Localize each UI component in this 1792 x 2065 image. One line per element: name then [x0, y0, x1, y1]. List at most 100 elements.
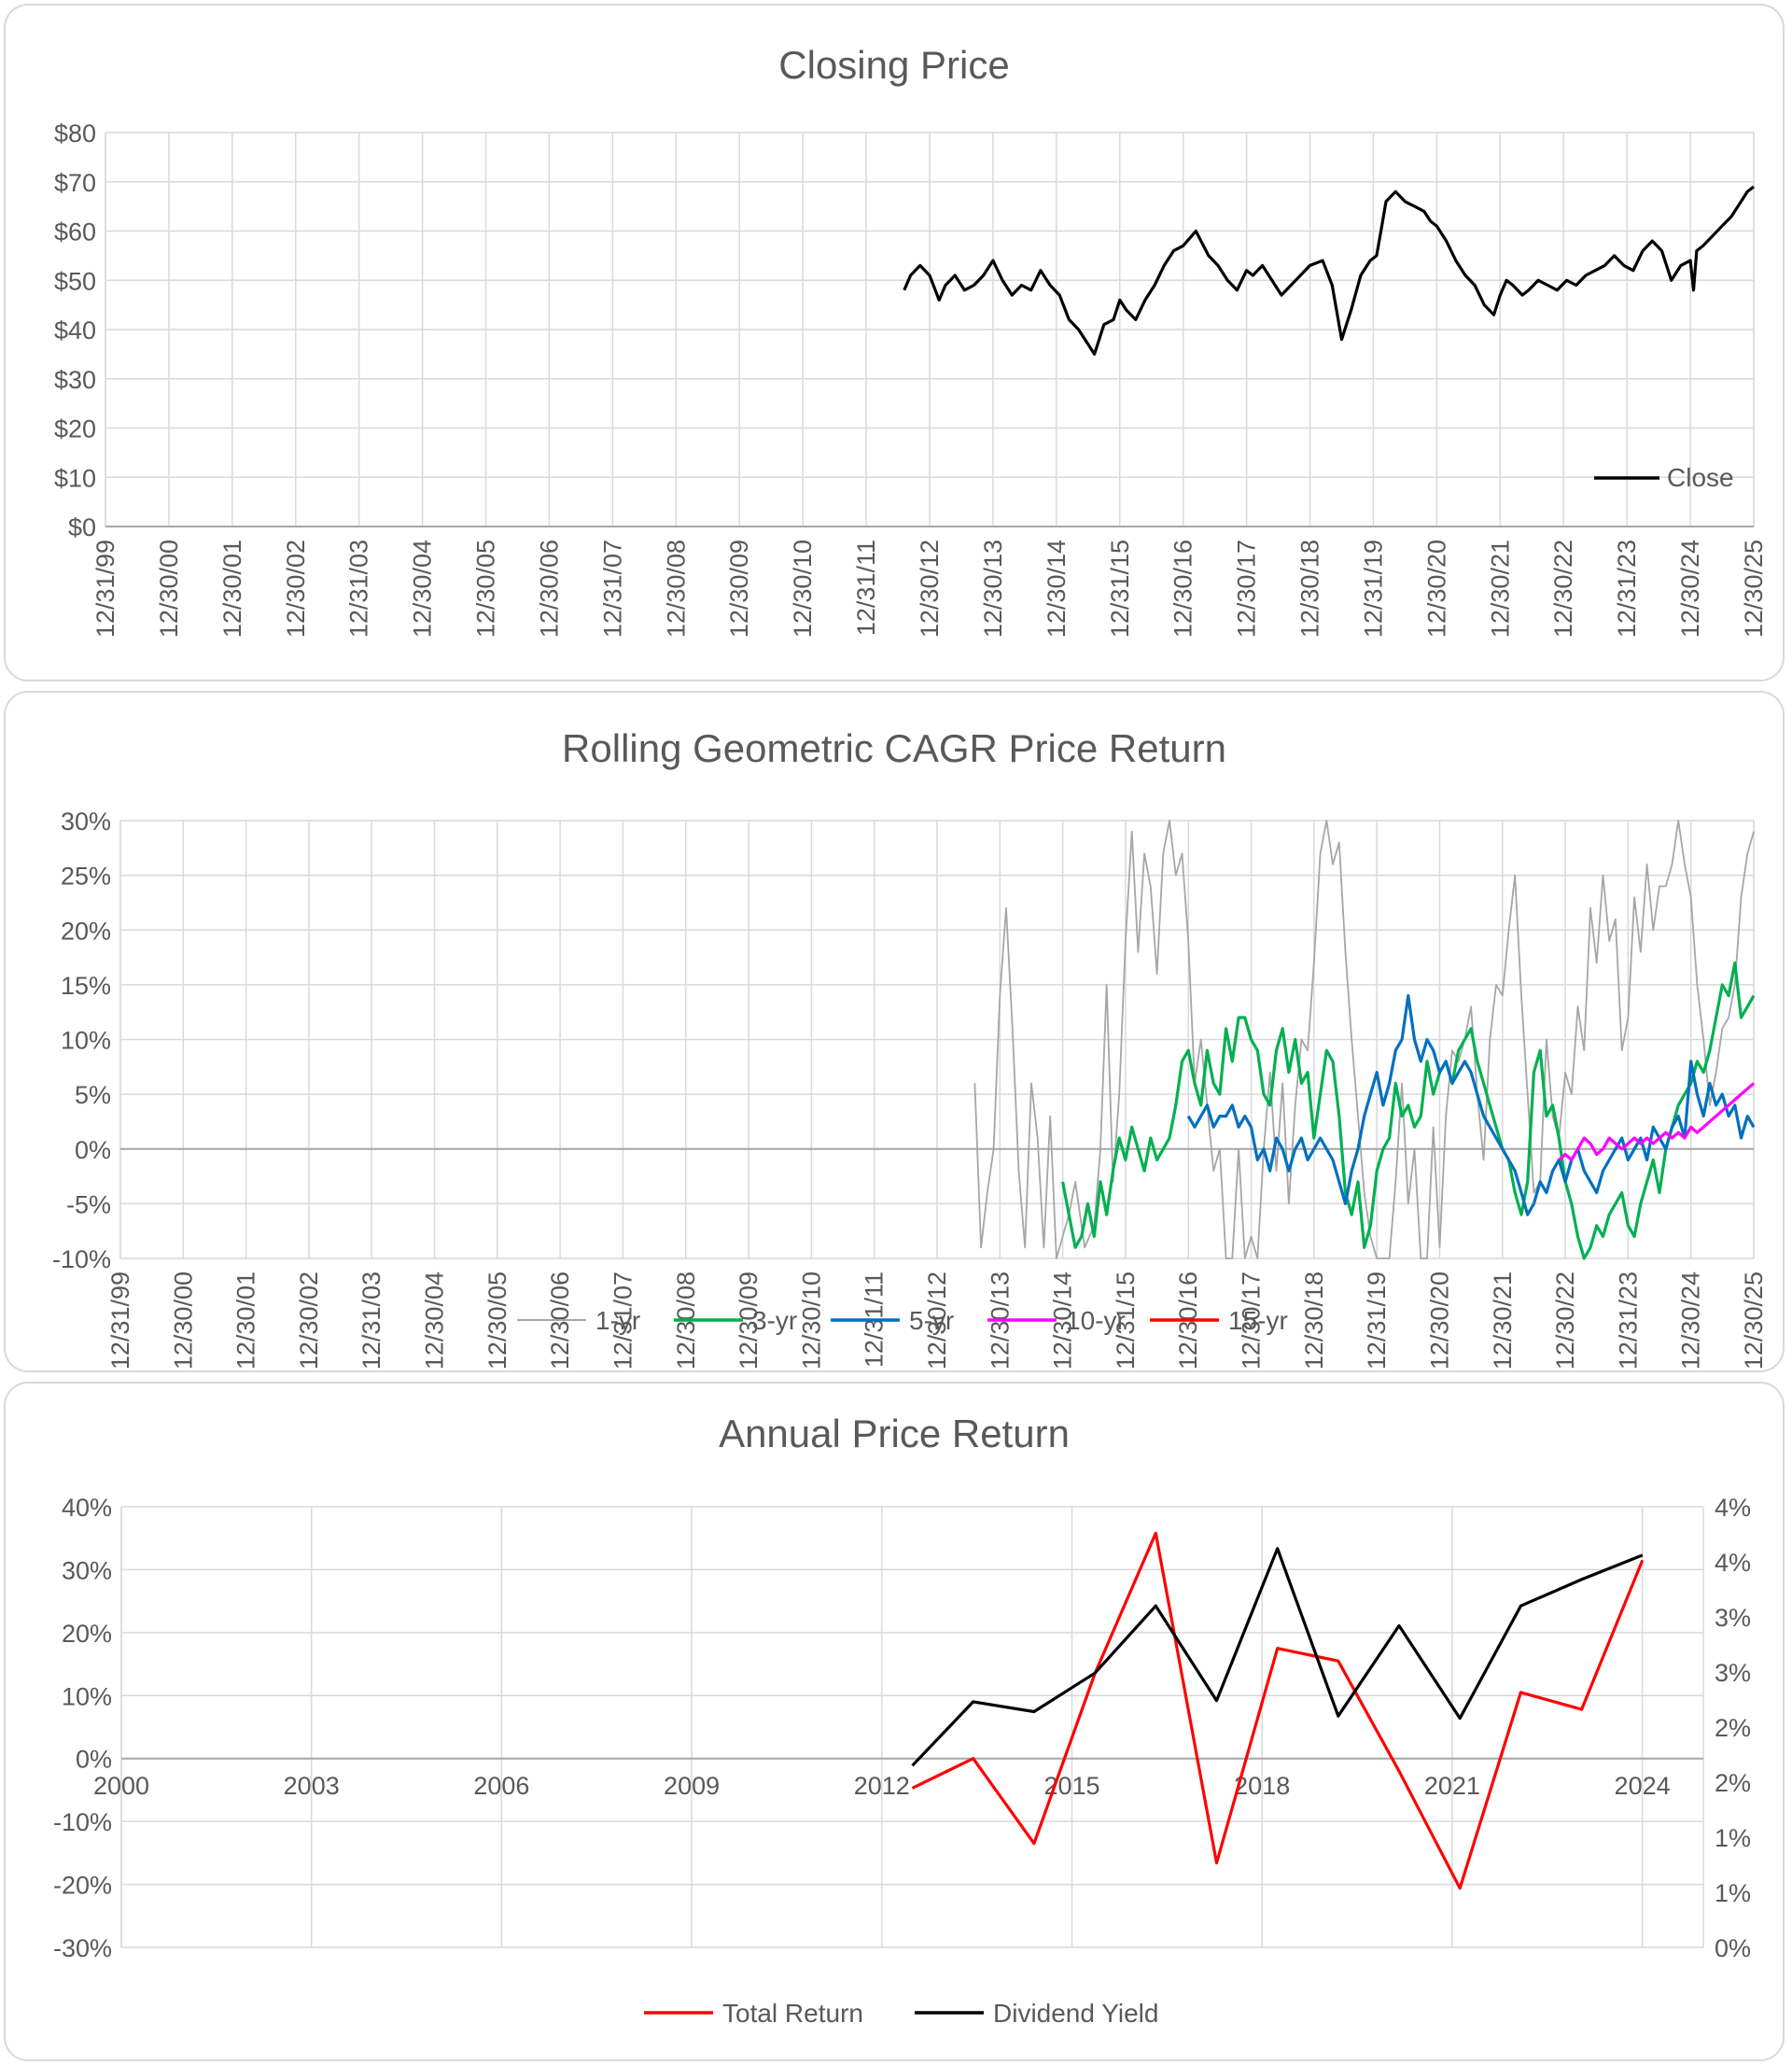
y2-tick-label: 1%: [1715, 1879, 1751, 1907]
x-tick-label: 12/30/18: [1300, 1271, 1328, 1370]
y-tick-label: $10: [54, 464, 96, 492]
closing-price-chart: Closing Price $0 $10 $20 $30 $40 $50 $60 $70 $80 1…: [54, 43, 1768, 638]
x-tick-label: 2018: [1234, 1772, 1290, 1800]
series-line-10-yr: [1558, 1082, 1756, 1162]
legend-label-close: Close: [1667, 463, 1734, 492]
legend-label-total-return: Total Return: [722, 1999, 863, 2028]
y-tick-label: $50: [54, 267, 96, 295]
series-line-3-yr: [1061, 961, 1756, 1260]
x-tick-label: 12/30/06: [535, 540, 563, 638]
x-tick-label: 12/30/12: [923, 1271, 951, 1370]
x-tick-label: 2003: [284, 1772, 340, 1800]
x-tick-label: 12/31/99: [106, 1271, 134, 1370]
closing-price-chart-panel: Closing Price $0 $10 $20 $30 $40 $50 $60 $70 $80 1…: [4, 4, 1785, 681]
x-tick-label: 12/30/18: [1296, 540, 1324, 638]
rolling-cagr-chart-panel: Rolling Geometric CAGR Price Return 30% 25…: [4, 691, 1785, 1372]
x-tick-label: 12/30/04: [409, 540, 437, 638]
x-tick-label: 12/31/07: [609, 1271, 637, 1370]
y-tick-label: 20%: [62, 1620, 112, 1648]
x-tick-label: 2012: [854, 1772, 910, 1800]
y2-tick-label: 4%: [1715, 1549, 1751, 1577]
legend-label-dividend-yield: Dividend Yield: [993, 1999, 1158, 2028]
x-tick-label: 12/30/09: [725, 540, 753, 638]
x-tick-label: 2021: [1424, 1772, 1480, 1800]
x-tick-label: 12/30/02: [282, 540, 310, 638]
series-line-1-yr: [973, 820, 1755, 1259]
y-tick-label: 20%: [61, 917, 111, 945]
y-tick-label: -5%: [66, 1190, 111, 1218]
series-line-total-return: [911, 1531, 1645, 1890]
x-tick-label: 12/31/15: [1106, 540, 1134, 638]
y-tick-label: $0: [68, 513, 96, 541]
x-tick-label: 12/30/12: [916, 540, 944, 638]
x-tick-label: 12/30/00: [155, 540, 183, 638]
legend-label-5-yr: 5-yr: [909, 1306, 954, 1335]
x-tick-label: 12/30/20: [1425, 1271, 1453, 1370]
legend-label-10-yr: 10-yr: [1066, 1306, 1126, 1335]
y-tick-label: 25%: [61, 863, 111, 891]
y-tick-label: 40%: [62, 1494, 112, 1522]
y-tick-label: 30%: [62, 1556, 112, 1584]
rolling-cagr-chart: Rolling Geometric CAGR Price Return 30% 25…: [52, 726, 1768, 1370]
x-tick-label: 12/31/03: [345, 540, 373, 638]
x-tick-label: 12/30/04: [421, 1271, 449, 1370]
y-tick-label: $20: [54, 415, 96, 443]
legend-label-3-yr: 3-yr: [752, 1306, 797, 1335]
y-tick-label: $30: [54, 366, 96, 394]
x-tick-label: 12/30/20: [1422, 540, 1450, 638]
y-tick-label: 10%: [62, 1682, 112, 1710]
x-tick-label: 12/30/25: [1740, 1271, 1768, 1370]
y-tick-label: $40: [54, 316, 96, 344]
chart-title: Closing Price: [778, 43, 1009, 87]
y2-tick-label: 3%: [1715, 1604, 1751, 1632]
y-tick-label: $70: [54, 169, 96, 197]
x-tick-label: 12/30/22: [1551, 1271, 1579, 1370]
y2-tick-label: 4%: [1715, 1494, 1751, 1522]
legend-label-15-yr: 15-yr: [1228, 1306, 1288, 1335]
y-tick-label: -20%: [53, 1872, 112, 1900]
x-tick-label: 12/30/14: [1043, 540, 1071, 638]
x-tick-label: 12/30/24: [1677, 1271, 1705, 1370]
y-tick-label: -10%: [52, 1245, 111, 1273]
x-tick-label: 12/31/07: [598, 540, 626, 638]
x-tick-label: 12/30/17: [1233, 540, 1261, 638]
y-tick-label: -30%: [53, 1934, 112, 1962]
x-tick-label: 12/30/13: [979, 540, 1007, 638]
x-tick-label: 12/31/23: [1613, 540, 1641, 638]
x-tick-label: 12/30/24: [1676, 540, 1704, 638]
x-tick-label: 12/30/01: [218, 540, 246, 638]
x-tick-label: 12/30/10: [789, 540, 817, 638]
legend-label-1-yr: 1-yr: [595, 1306, 640, 1335]
chart-title: Annual Price Return: [719, 1412, 1070, 1455]
x-tick-label: 12/31/15: [1112, 1271, 1140, 1370]
y-tick-label: 5%: [75, 1081, 111, 1109]
y-tick-label: 30%: [61, 808, 111, 836]
chart-title: Rolling Geometric CAGR Price Return: [562, 726, 1226, 770]
x-tick-label: 12/31/19: [1359, 540, 1387, 638]
y-tick-label: -10%: [53, 1808, 112, 1836]
y-tick-label: $60: [54, 218, 96, 246]
x-tick-label: 12/30/08: [662, 540, 690, 638]
x-tick-label: 12/30/00: [169, 1271, 197, 1370]
y2-tick-label: 0%: [1715, 1934, 1751, 1962]
series-line-close: [903, 185, 1755, 356]
x-tick-label: 12/30/02: [295, 1271, 323, 1370]
x-tick-label: 2006: [473, 1772, 529, 1800]
y2-tick-label: 2%: [1715, 1714, 1751, 1742]
y2-tick-label: 2%: [1715, 1769, 1751, 1797]
x-tick-label: 12/30/16: [1169, 540, 1197, 638]
y-tick-label: $80: [54, 119, 96, 148]
x-tick-label: 12/30/21: [1486, 540, 1514, 638]
x-tick-label: 2024: [1615, 1772, 1671, 1800]
x-tick-label: 12/30/01: [232, 1271, 260, 1370]
x-tick-label: 2009: [664, 1772, 720, 1800]
x-tick-label: 12/30/22: [1549, 540, 1577, 638]
x-tick-label: 12/30/17: [1238, 1271, 1266, 1370]
x-tick-label: 12/31/19: [1363, 1271, 1391, 1370]
y2-tick-label: 3%: [1715, 1659, 1751, 1687]
x-tick-label: 12/31/99: [91, 540, 119, 638]
x-tick-label: 12/30/05: [483, 1271, 511, 1370]
y-tick-label: 0%: [76, 1746, 112, 1774]
x-tick-label: 12/30/10: [797, 1271, 825, 1370]
y2-tick-label: 1%: [1715, 1824, 1751, 1852]
